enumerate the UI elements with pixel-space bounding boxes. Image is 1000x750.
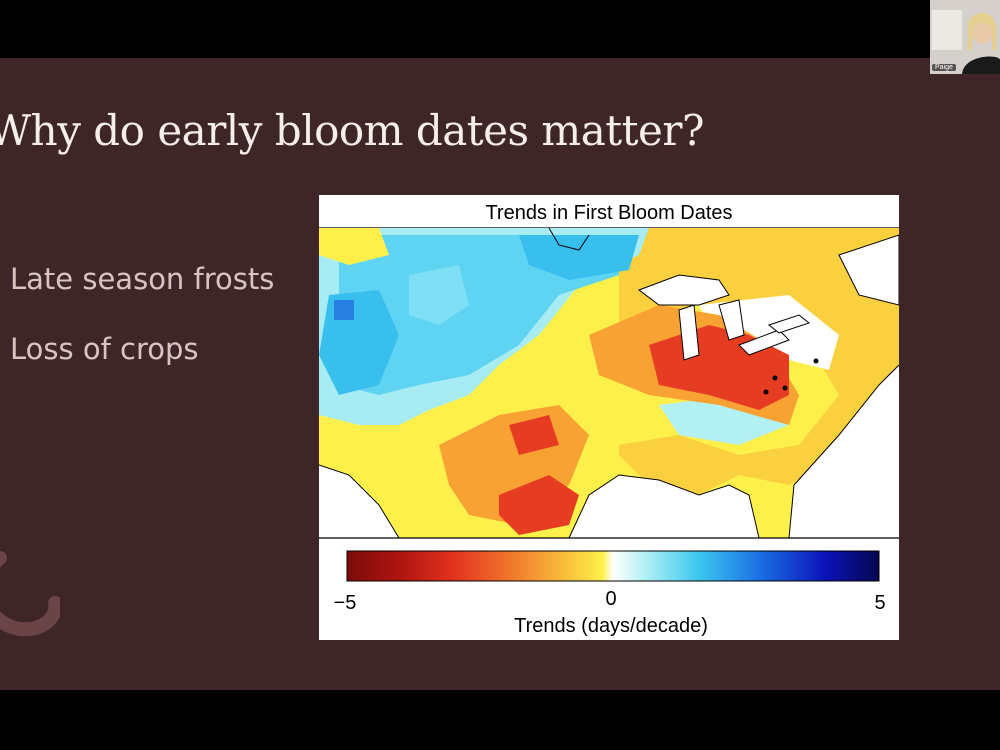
participant-video-thumbnail[interactable]: Paige bbox=[930, 0, 1000, 74]
figure-title: Trends in First Bloom Dates bbox=[485, 202, 732, 224]
colorbar-max-label: 5 bbox=[874, 592, 885, 614]
trend-map bbox=[319, 228, 899, 538]
colorbar bbox=[346, 550, 880, 582]
bloom-trend-figure: Trends in First Bloom Dates bbox=[319, 195, 899, 640]
figure-svg: Trends in First Bloom Dates bbox=[319, 202, 899, 637]
participant-name-label: Paige bbox=[932, 64, 956, 71]
presentation-slide: Why do early bloom dates matter? Late se… bbox=[0, 58, 1000, 690]
slide-title: Why do early bloom dates matter? bbox=[0, 106, 705, 155]
participant-avatar-icon bbox=[930, 0, 1000, 74]
colorbar-min-label: −5 bbox=[334, 592, 357, 614]
colorbar-axis-label: Trends (days/decade) bbox=[514, 615, 708, 637]
bullet-late-season-frosts: Late season frosts bbox=[10, 262, 275, 296]
bullet-loss-of-crops: Loss of crops bbox=[10, 332, 199, 366]
decorative-swirl-icon bbox=[0, 551, 60, 637]
colorbar-mid-label: 0 bbox=[605, 588, 616, 610]
